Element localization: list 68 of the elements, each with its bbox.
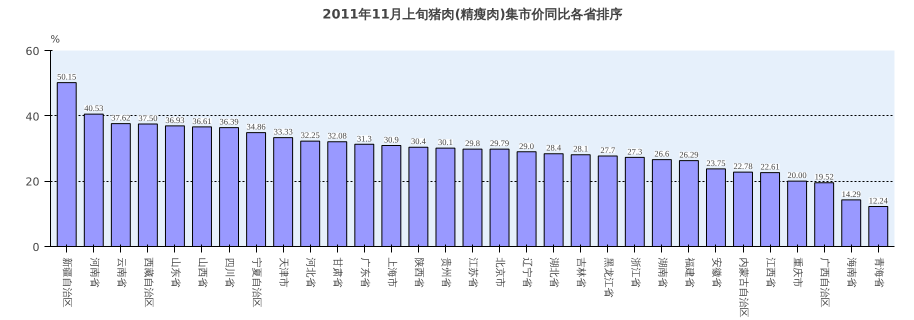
data-label: 29.79 [490,138,510,148]
data-label: 50.15 [57,72,76,82]
data-label: 37.62 [111,112,130,123]
x-tick-label: 河南省 [88,258,100,288]
data-label: 30.4 [410,136,427,146]
x-tick-label: 河北省 [304,258,317,288]
data-label: 32.08 [328,130,347,141]
y-axis-title: % [50,34,60,46]
x-tick-label: 安徽省 [710,258,722,288]
data-label: 30.9 [384,134,399,145]
data-label: 30.1 [438,137,453,148]
x-tick-label: 江西省 [764,258,777,288]
data-label: 27.3 [627,146,642,156]
x-tick-label: 上海市 [386,258,398,288]
data-label: 22.78 [733,161,753,172]
x-tick-label: 福建省 [683,258,696,288]
x-tick-label: 重庆市 [792,258,804,288]
x-tick-label: 宁夏自治区 [250,258,263,308]
chart-title: 2011年11月上旬猪肉(精瘦肉)集市价同比各省排序 [322,6,623,22]
data-label: 27.7 [600,145,616,156]
x-tick-label: 北京市 [494,258,506,288]
data-label: 36.93 [165,114,184,125]
x-tick-label: 浙江省 [629,258,642,288]
data-label: 26.29 [679,150,698,160]
data-label: 33.33 [274,126,293,137]
x-tick-label: 新疆自治区 [61,258,74,308]
x-tick-label: 西藏自治区 [142,258,154,308]
y-tick-label: 20 [26,176,40,189]
x-tick-label: 吉林省 [575,258,588,288]
x-tick-label: 天津市 [278,258,290,288]
data-label: 29.0 [519,140,534,151]
data-label: 34.86 [246,122,266,132]
data-label: 37.50 [138,113,158,123]
data-label: 36.39 [219,116,239,127]
data-label: 32.25 [300,130,320,140]
y-tick-label: 40 [26,110,40,124]
x-tick-label: 云南省 [115,258,128,288]
x-tick-label: 山西省 [196,258,208,288]
data-label: 40.53 [84,103,104,114]
y-tick-label: 60 [26,45,40,58]
data-label: 26.6 [654,148,670,159]
data-label: 28.1 [573,144,588,154]
data-label: 31.3 [356,133,372,144]
x-tick-label: 陕西省 [412,258,425,288]
data-label: 12.24 [868,196,889,206]
x-tick-label: 甘肃省 [332,258,344,288]
x-tick-label: 江苏省 [467,258,479,288]
data-label: 22.61 [760,162,780,172]
x-tick-label: 贵州省 [440,258,452,288]
data-label: 28.4 [546,142,562,153]
y-tick-label: 0 [32,241,40,254]
x-tick-label: 湖南省 [656,258,668,288]
x-tick-label: 广西自治区 [818,258,831,308]
x-tick-label: 广东省 [358,258,371,288]
data-label: 19.52 [814,172,834,182]
x-tick-label: 海南省 [846,258,858,288]
x-tick-label: 青海省 [872,258,885,288]
data-label: 20.00 [788,170,807,180]
x-tick-label: 湖北省 [548,258,560,288]
data-label: 29.8 [465,138,480,148]
x-tick-label: 山东省 [169,258,182,288]
data-label: 23.75 [706,158,726,168]
x-tick-label: 辽宁省 [521,258,534,288]
data-label: 14.29 [842,188,861,199]
data-label: 36.61 [192,116,212,126]
x-tick-label: 四川省 [224,258,236,288]
x-tick-label: 内蒙古自治区 [738,258,750,318]
x-tick-label: 黑龙江省 [602,258,614,298]
